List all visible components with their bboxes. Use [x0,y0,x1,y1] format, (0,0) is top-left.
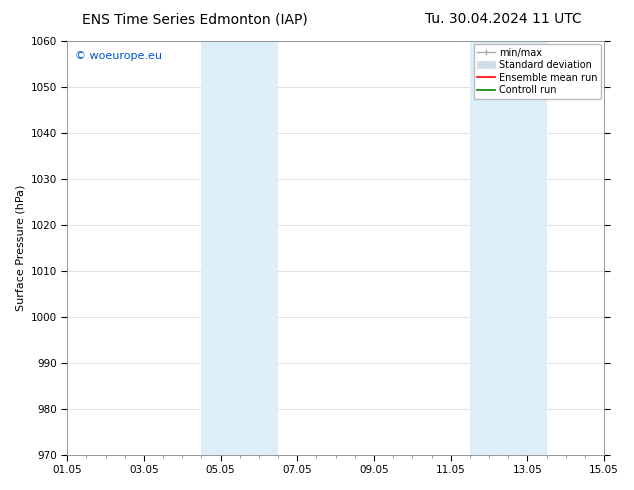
Y-axis label: Surface Pressure (hPa): Surface Pressure (hPa) [15,185,25,311]
Legend: min/max, Standard deviation, Ensemble mean run, Controll run: min/max, Standard deviation, Ensemble me… [474,44,601,99]
Bar [508,41,547,455]
Text: Tu. 30.04.2024 11 UTC: Tu. 30.04.2024 11 UTC [425,12,581,26]
Bar [470,41,508,455]
Bar [240,41,278,455]
Text: ENS Time Series Edmonton (IAP): ENS Time Series Edmonton (IAP) [82,12,308,26]
Bar [202,41,240,455]
Text: © woeurope.eu: © woeurope.eu [75,51,162,61]
